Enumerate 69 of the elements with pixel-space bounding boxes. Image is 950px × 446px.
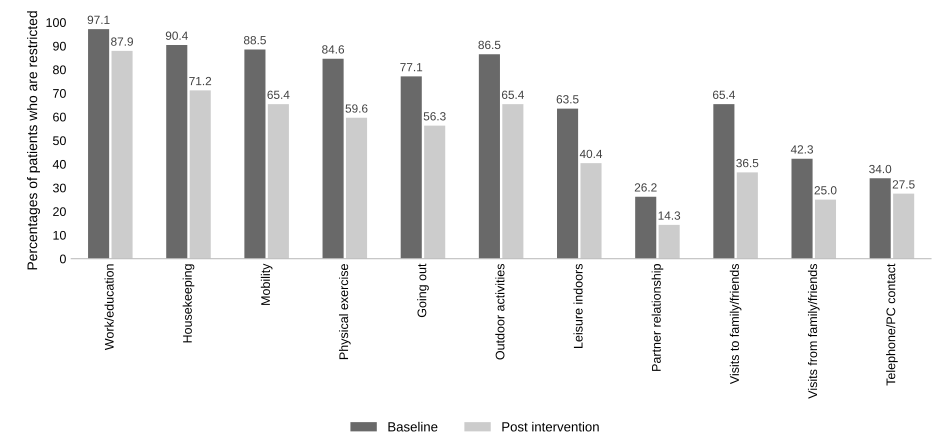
x-tick-label: Work/education [104,264,114,350]
bar [635,196,656,259]
y-tick-label: 90 [53,42,66,51]
legend-label: Baseline [388,422,438,432]
x-tick-label: Leisure indoors [573,264,583,348]
bar [88,29,110,259]
y-axis-title: Percentages of patients who are restricted [27,11,40,270]
data-label: 14.3 [658,211,680,220]
data-label: 65.4 [502,90,524,99]
data-label: 65.4 [712,90,736,99]
data-label: 71.2 [189,76,212,86]
y-tick-label: 10 [53,230,66,240]
data-label: 34.0 [869,164,892,174]
data-label: 59.6 [346,104,368,113]
legend-label: Post intervention [502,422,599,432]
bar [870,178,891,259]
y-tick-label: 20 [53,207,66,216]
x-tick-label: Going out [417,264,429,318]
x-tick-label: Outdoor activities [495,264,504,360]
data-label: 97.1 [88,16,110,24]
bar [893,194,914,259]
x-tick-label: Partner relationship [652,264,664,371]
data-label: 63.5 [556,95,579,104]
data-label: 87.9 [111,37,133,46]
data-label: 26.2 [634,183,657,192]
bar [580,163,602,259]
data-label: 56.3 [424,112,446,120]
y-tick-label: 0 [60,254,66,264]
bar [268,104,289,259]
data-label: 36.5 [736,158,758,168]
x-tick-label: Visits from family/friends [808,264,820,399]
x-tick-label: Physical exercise [338,264,351,360]
bar [166,44,188,259]
data-label: 88.5 [244,36,266,44]
data-label: 77.1 [400,63,422,72]
x-tick-label: Mobility [260,264,272,305]
y-tick-label: 30 [52,184,66,192]
x-tick-label: Visits to family/friends [730,264,742,384]
y-tick-label: 80 [53,65,66,74]
y-tick-label: 50 [52,136,66,146]
bar [791,158,813,259]
data-label: 25.0 [814,186,837,194]
bar [478,54,500,259]
x-tick-label: Telephone/PC contact [886,264,898,386]
bar [713,104,734,259]
data-label: 84.6 [322,45,344,54]
bar [112,50,133,259]
bar [814,200,836,259]
bar [190,90,211,259]
bar [244,49,266,259]
bar [557,108,578,259]
data-label: 42.3 [790,145,814,154]
data-label: 65.4 [267,90,290,99]
y-tick-label: 60 [53,112,66,122]
data-label: 27.5 [892,180,915,189]
y-tick-label: 70 [53,89,66,98]
data-label: 40.4 [580,150,602,158]
bar [736,172,758,259]
y-tick-label: 100 [46,18,66,27]
bar [502,104,524,259]
x-tick-label: Housekeeping [182,264,194,342]
bar [424,126,446,259]
data-label: 86.5 [478,40,500,50]
bar [322,58,344,259]
bar [658,224,680,259]
y-tick-label: 40 [52,160,66,169]
bar [346,118,368,259]
data-label: 90.4 [166,32,188,40]
bar [400,76,422,259]
